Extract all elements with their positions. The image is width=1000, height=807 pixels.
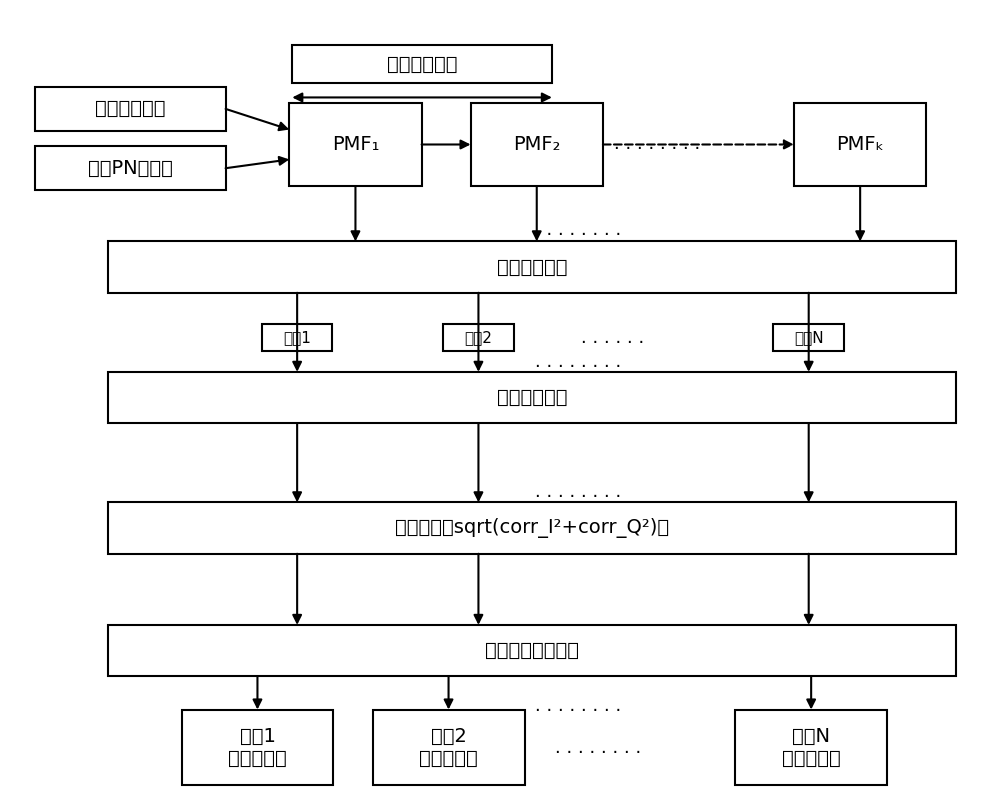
FancyBboxPatch shape [289, 103, 422, 186]
Text: . . . . . . . .: . . . . . . . . [535, 696, 622, 715]
FancyBboxPatch shape [262, 324, 332, 351]
Text: . . . . . . . .: . . . . . . . . [535, 353, 622, 370]
Text: 载抳N: 载抳N [794, 330, 824, 345]
FancyBboxPatch shape [108, 625, 956, 676]
Text: . . . . . . . .: . . . . . . . . [535, 483, 622, 501]
FancyBboxPatch shape [34, 147, 226, 190]
FancyBboxPatch shape [471, 103, 603, 186]
Text: 载扢1: 载扢1 [283, 330, 311, 345]
Text: . . . . . .: . . . . . . [581, 329, 644, 347]
FancyBboxPatch shape [735, 709, 887, 784]
FancyBboxPatch shape [108, 241, 956, 293]
Text: . . . . . . . .: . . . . . . . . [555, 738, 641, 756]
Text: PMF₂: PMF₂ [513, 135, 560, 154]
FancyBboxPatch shape [108, 372, 956, 424]
FancyBboxPatch shape [794, 103, 926, 186]
Text: 频点N
相关值输出: 频点N 相关值输出 [782, 726, 841, 767]
Text: PMFₖ: PMFₖ [836, 135, 884, 154]
FancyBboxPatch shape [108, 502, 956, 554]
Text: 载扢2: 载扢2 [465, 330, 492, 345]
Text: 频点2
相关值输出: 频点2 相关值输出 [419, 726, 478, 767]
Text: 本地PN码序列: 本地PN码序列 [88, 159, 172, 178]
FancyBboxPatch shape [373, 709, 524, 784]
Text: 包络计算（sqrt(corr_I²+corr_Q²)）: 包络计算（sqrt(corr_I²+corr_Q²)） [395, 518, 669, 538]
FancyBboxPatch shape [182, 709, 333, 784]
FancyBboxPatch shape [773, 324, 844, 351]
Text: . . . . . . . .: . . . . . . . . [614, 135, 700, 153]
Text: 部分相关长度: 部分相关长度 [387, 55, 457, 73]
Text: 多周期非相干累积: 多周期非相干累积 [485, 641, 579, 660]
Text: . . . . . . . .: . . . . . . . . [535, 220, 622, 239]
Text: PMF₁: PMF₁ [332, 135, 379, 154]
Text: 载波抗消单元: 载波抗消单元 [497, 257, 567, 277]
Text: 输入基带数据: 输入基带数据 [95, 99, 165, 119]
Text: 频点1
相关值输出: 频点1 相关值输出 [228, 726, 287, 767]
Text: 相干累积单元: 相干累积单元 [497, 388, 567, 407]
FancyBboxPatch shape [443, 324, 514, 351]
FancyBboxPatch shape [34, 87, 226, 131]
FancyBboxPatch shape [292, 45, 552, 83]
